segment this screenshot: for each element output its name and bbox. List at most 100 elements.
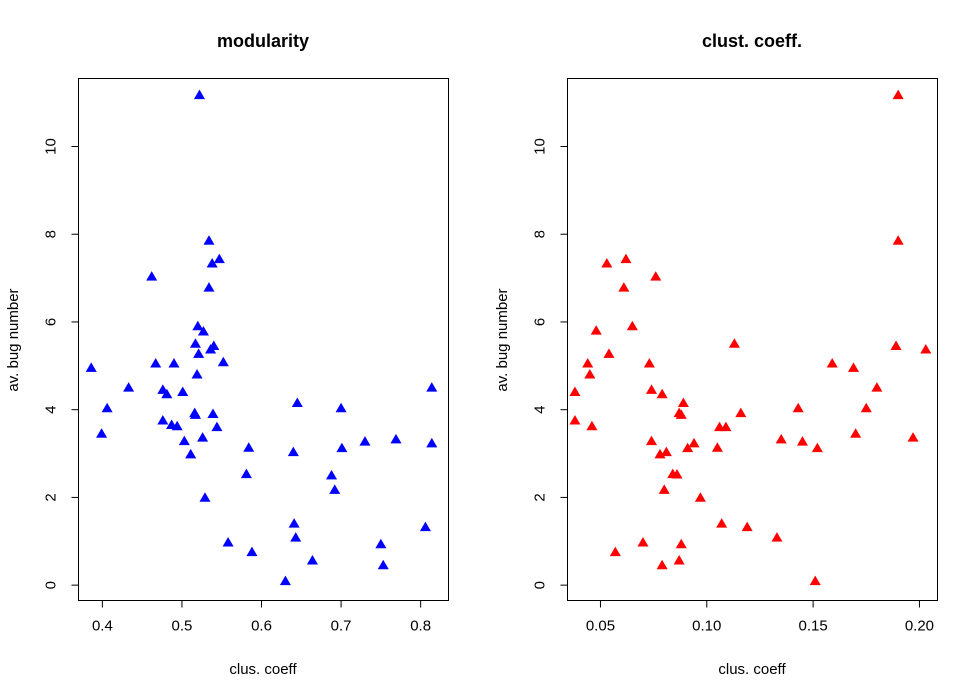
- data-point: [584, 368, 596, 379]
- data-point: [157, 415, 169, 425]
- data-point: [735, 407, 747, 418]
- data-point: [775, 433, 787, 444]
- data-point: [711, 442, 723, 452]
- x-axis-label: clus. coeff: [718, 661, 786, 678]
- data-point: [211, 421, 223, 432]
- data-point: [419, 521, 431, 532]
- data-point: [586, 420, 598, 431]
- data-point: [206, 258, 218, 268]
- data-point: [860, 402, 872, 413]
- data-point: [590, 325, 602, 335]
- data-point: [161, 388, 173, 399]
- data-point: [654, 448, 666, 459]
- y-axis: 0 2 4 6 8 10: [532, 138, 568, 589]
- data-point: [688, 437, 700, 448]
- data-point: [656, 559, 668, 570]
- data-point: [650, 271, 662, 281]
- data-point: [359, 436, 371, 446]
- data-point: [171, 420, 183, 431]
- y-tick-label: 2: [532, 493, 549, 501]
- data-point: [569, 386, 581, 397]
- data-point: [189, 409, 201, 419]
- y-tick-label: 8: [43, 230, 60, 238]
- data-point: [197, 326, 209, 336]
- data-point: [626, 320, 638, 331]
- data-point: [660, 446, 672, 457]
- data-point: [193, 348, 205, 358]
- data-point: [811, 442, 823, 453]
- data-point: [177, 386, 189, 397]
- data-point: [673, 554, 685, 565]
- data-point: [637, 537, 649, 547]
- data-point: [85, 362, 97, 372]
- y-tick-label: 10: [43, 138, 60, 155]
- data-point: [682, 442, 694, 453]
- data-point: [192, 320, 204, 331]
- y-tick-label: 6: [43, 318, 60, 326]
- data-point: [290, 532, 302, 542]
- data-point: [582, 358, 594, 368]
- data-point: [377, 559, 389, 570]
- data-point: [426, 437, 438, 448]
- data-point: [306, 554, 318, 565]
- data-point: [213, 253, 225, 264]
- data-point: [907, 432, 919, 442]
- data-point: [671, 469, 683, 479]
- data-point: [279, 575, 291, 586]
- x-axis: 0.05 0.10 0.15 0.20: [586, 600, 934, 635]
- data-point: [291, 397, 303, 408]
- data-point: [601, 258, 613, 268]
- data-point: [375, 538, 387, 549]
- chart-title: modularity: [217, 31, 309, 51]
- data-point: [809, 575, 821, 586]
- data-point: [217, 356, 229, 367]
- data-point: [191, 368, 203, 379]
- y-tick-label: 6: [532, 318, 549, 326]
- x-tick-label: 0.10: [692, 618, 721, 635]
- data-point: [771, 532, 783, 542]
- x-tick-label: 0.20: [905, 618, 934, 635]
- data-point: [168, 358, 180, 368]
- data-point: [96, 428, 108, 438]
- x-tick-label: 0.15: [799, 618, 828, 635]
- data-point: [240, 468, 252, 479]
- data-point: [658, 484, 670, 494]
- data-point: [618, 282, 630, 292]
- data-point: [288, 518, 300, 528]
- data-point: [203, 235, 215, 245]
- y-tick-label: 10: [532, 138, 549, 155]
- data-point: [123, 382, 135, 392]
- y-tick-label: 2: [43, 493, 60, 501]
- data-point: [199, 492, 211, 502]
- data-point: [335, 402, 347, 413]
- data-point: [892, 235, 904, 245]
- data-point: [287, 446, 299, 457]
- data-point: [193, 89, 205, 100]
- y-tick-label: 8: [532, 230, 549, 238]
- data-point: [207, 408, 219, 418]
- data-point: [675, 538, 687, 549]
- y-axis-label: av. bug number: [5, 288, 22, 391]
- data-point: [890, 340, 902, 350]
- y-axis: 0 2 4 6 8 10: [43, 138, 79, 589]
- data-point: [243, 442, 255, 452]
- data-point: [920, 343, 932, 354]
- data-point: [246, 546, 258, 557]
- data-point: [675, 409, 687, 419]
- panel-clust-coeff: clust. coeff. 0.05 0.10 0.15 0.20 0 2 4 6 8 10 c…: [494, 31, 938, 678]
- y-axis-label: av. bug number: [494, 288, 511, 391]
- data-points: [569, 89, 932, 586]
- data-point: [197, 432, 209, 442]
- data-point: [205, 343, 217, 354]
- data-point: [847, 362, 860, 372]
- data-point: [714, 421, 726, 432]
- data-point: [850, 428, 862, 438]
- data-point: [645, 435, 658, 446]
- y-tick-label: 4: [43, 406, 60, 414]
- y-tick-label: 0: [43, 581, 60, 589]
- x-tick-label: 0.5: [172, 618, 193, 635]
- data-point: [620, 253, 632, 264]
- data-point: [203, 282, 215, 292]
- data-point: [716, 518, 728, 528]
